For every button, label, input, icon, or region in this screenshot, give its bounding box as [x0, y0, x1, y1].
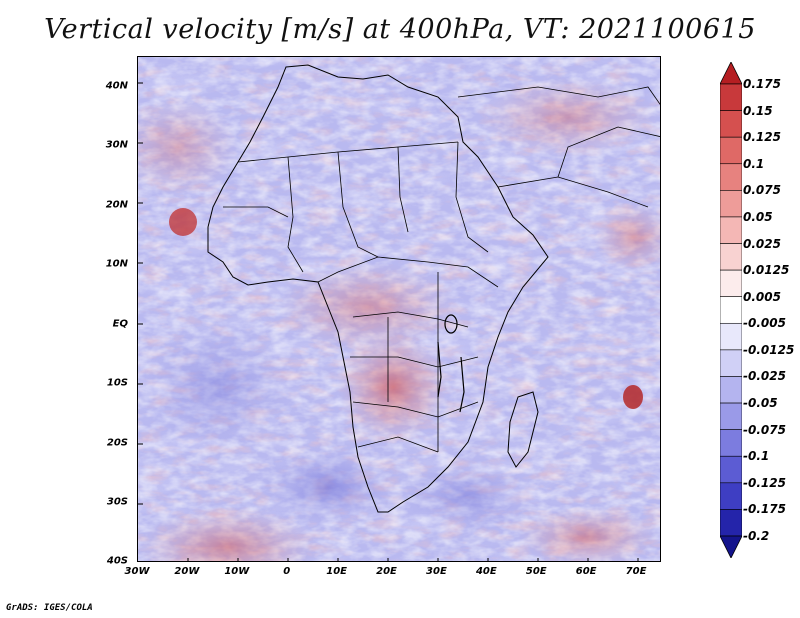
- ascent-cell-mascarene: [623, 385, 643, 409]
- colorbar-bin: [720, 163, 742, 191]
- ascent-cell-cape-verde: [169, 208, 197, 236]
- graticule-ticks: [138, 82, 639, 561]
- lon-tick-label: 20E: [376, 566, 397, 577]
- ascent-region-arabian-sea: [593, 202, 660, 272]
- colorbar-level-label: -0.1: [743, 449, 770, 464]
- colorbar-level-label: -0.025: [743, 369, 786, 384]
- colorbar-level-label: -0.05: [743, 396, 778, 411]
- colorbar-bin: [720, 216, 742, 244]
- lon-tick-label: 50E: [525, 566, 547, 577]
- descent-region-atlantic: [138, 317, 298, 457]
- map-canvas: [138, 57, 660, 561]
- colorbar-bin: [720, 296, 742, 324]
- colorbar-bin: [720, 110, 742, 138]
- colorbar-bin: [720, 402, 742, 430]
- lat-tick-label: 30N: [105, 139, 128, 151]
- colorbar-level-label: 0.075: [743, 183, 781, 198]
- country-borders: [223, 86, 660, 453]
- madagascar-coastline: [507, 391, 539, 468]
- lat-tick-label: 20N: [105, 199, 128, 211]
- colorbar-level-label: 0.125: [743, 130, 781, 145]
- colorbar-level-label: -0.125: [743, 475, 786, 490]
- colorbar-level-label: 0.05: [743, 209, 773, 224]
- ascent-region-equatorial-africa: [278, 262, 458, 352]
- lat-tick-label: 40N: [105, 80, 128, 92]
- ascent-region-south-atlantic: [138, 507, 318, 561]
- colorbar-level-label: 0.1: [743, 156, 765, 171]
- colorbar-bin: [720, 136, 742, 165]
- lon-tick-label: 60E: [575, 566, 597, 577]
- lat-tick-label: 30S: [106, 496, 128, 508]
- colorbar-level-label: 0.175: [743, 77, 781, 91]
- lon-tick-label: 10W: [224, 566, 250, 577]
- colorbar-level-label: -0.175: [743, 502, 786, 517]
- colorbar-bin: [720, 509, 742, 537]
- colorbar-bin: [720, 322, 742, 351]
- colorbar-bin: [720, 349, 742, 377]
- lat-tick-label: EQ: [112, 318, 128, 330]
- colorbar: [720, 62, 742, 558]
- colorbar-bottom-arrow: [720, 535, 742, 558]
- colorbar-bin: [720, 429, 742, 457]
- lon-tick-label: 20W: [174, 566, 200, 577]
- lon-tick-label: 10E: [326, 566, 347, 577]
- colorbar-level-label: -0.075: [743, 422, 786, 437]
- colorbar-level-label: -0.0125: [743, 342, 795, 357]
- lon-tick-label: 40E: [475, 566, 497, 577]
- lat-tick-label: 10S: [106, 377, 128, 389]
- lat-tick-label: 20S: [106, 437, 128, 449]
- colorbar-bin: [720, 455, 742, 484]
- colorbar-bin: [720, 269, 742, 298]
- lon-tick-label: 70E: [625, 566, 647, 577]
- lon-tick-label: 30E: [426, 566, 447, 577]
- africa-coastline: [207, 64, 549, 513]
- colorbar-level-label: 0.15: [743, 103, 773, 118]
- colorbar-level-label: 0.0125: [743, 263, 790, 278]
- colorbar-bin: [720, 482, 742, 510]
- colorbar-bin: [720, 243, 742, 271]
- descent-region-south-atlantic: [258, 447, 398, 527]
- colorbar-level-label: -0.005: [743, 316, 786, 331]
- colorbar-bin: [720, 376, 742, 404]
- colorbar-bin: [720, 190, 742, 218]
- lon-tick-label: 0: [283, 566, 291, 577]
- colorbar-bin: [720, 83, 742, 111]
- colorbar-level-label: 0.025: [743, 236, 781, 251]
- lakes: [437, 314, 465, 413]
- colorbar-level-label: -0.2: [743, 529, 770, 543]
- lon-tick-label: 30W: [124, 566, 150, 577]
- lat-tick-label: 40S: [106, 555, 128, 567]
- ascent-region-southern-africa: [338, 332, 448, 442]
- credit-text: GrADS: IGES/COLA: [6, 603, 93, 613]
- descent-region-mozambique-channel: [398, 457, 538, 537]
- ascent-region-north-atlantic: [138, 97, 238, 197]
- colorbar-top-arrow: [720, 62, 742, 85]
- ascent-region-middle-east: [478, 77, 658, 157]
- map-panel: [137, 56, 661, 562]
- lat-tick-label: 10N: [105, 258, 128, 270]
- ascent-region-southern-indian-ocean: [518, 507, 658, 561]
- chart-title: Vertical velocity [m/s] at 400hPa, VT: 2…: [44, 14, 756, 45]
- colorbar-level-label: 0.005: [743, 289, 781, 304]
